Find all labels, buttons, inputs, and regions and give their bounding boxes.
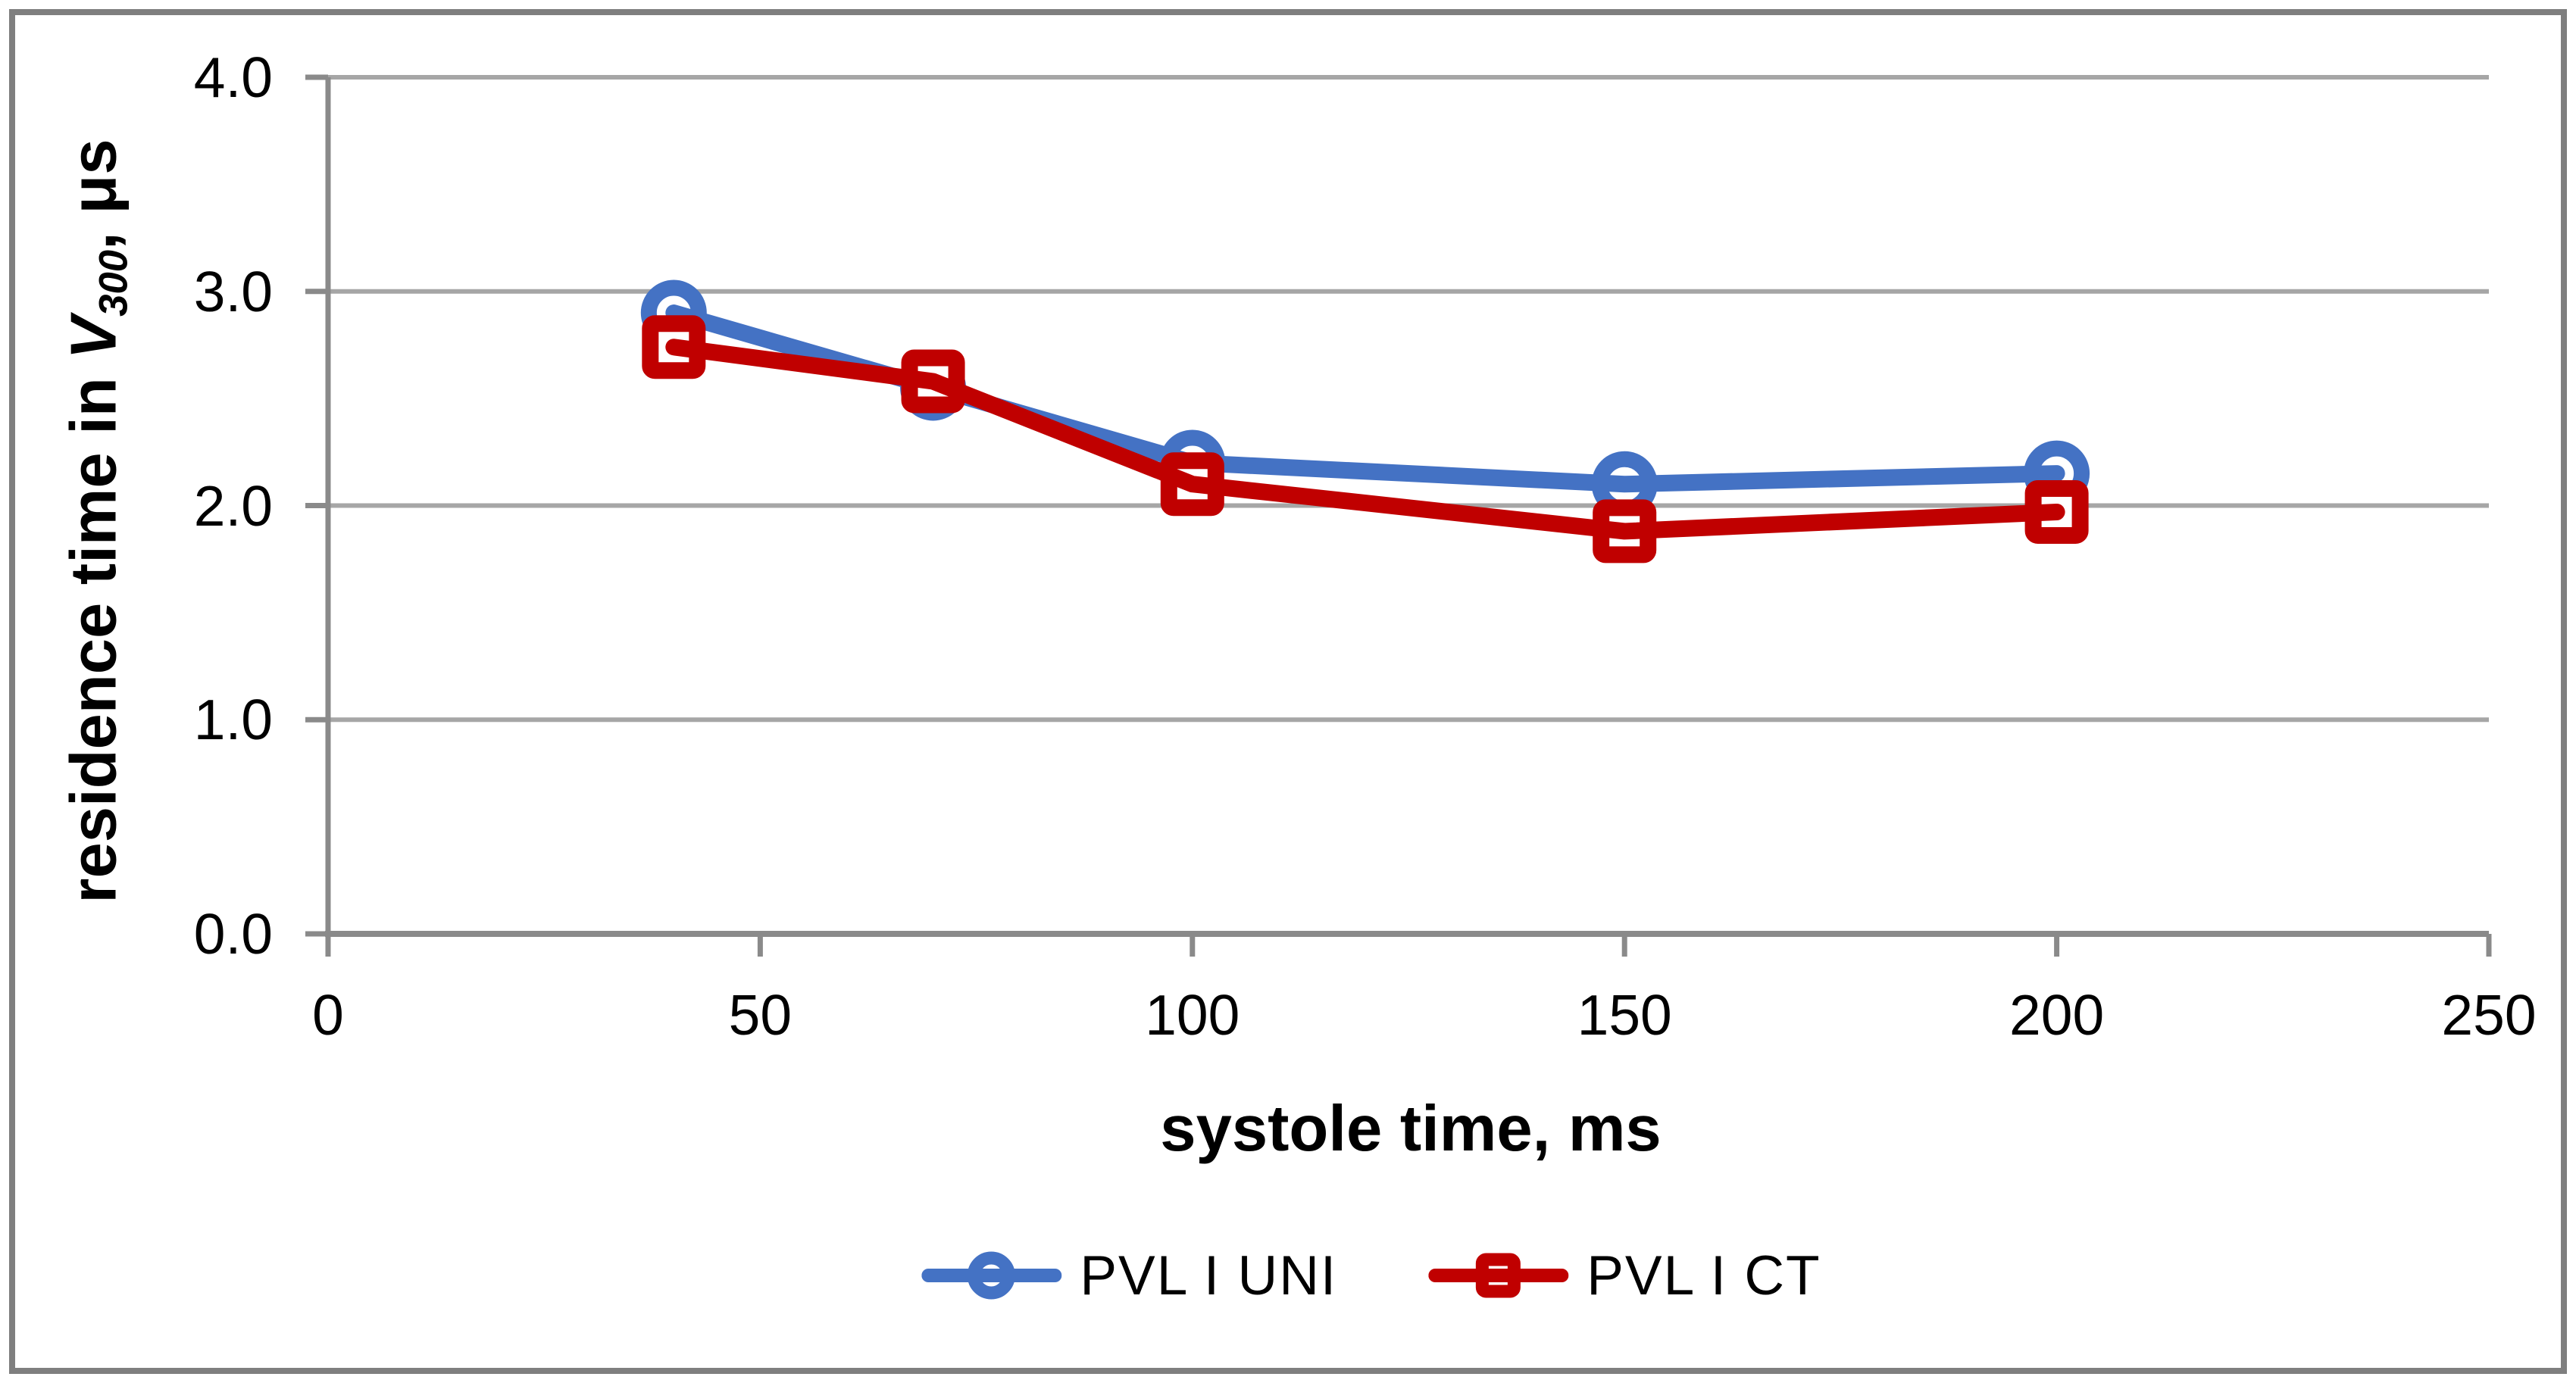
legend-label: PVL I UNI [1080, 1244, 1338, 1307]
legend-label: PVL I CT [1587, 1244, 1821, 1307]
y-axis-title-subscript: 300 [91, 249, 136, 317]
y-tick-label-1.0: 1.0 [193, 688, 273, 752]
x-tick-label-100: 100 [1145, 983, 1240, 1047]
legend: PVL I UNI PVL I CT [921, 1241, 1821, 1310]
series-line-pvl-i-uni [665, 304, 2065, 493]
chart-border-frame [9, 9, 2567, 1374]
y-axis-title-suffix: , μs [58, 139, 130, 250]
y-tick-label-2.0: 2.0 [193, 473, 273, 538]
series-line-pvl-i-ct [665, 339, 2065, 540]
x-tick-label-0: 0 [312, 983, 344, 1047]
y-tick-label-0.0: 0.0 [193, 902, 273, 966]
x-tick-label-50: 50 [728, 983, 792, 1047]
y-axis-title: residence time in V300, μs [58, 139, 137, 903]
legend-swatch-circle [921, 1251, 1062, 1300]
y-tick-label-3.0: 3.0 [193, 259, 273, 323]
x-tick-label-250: 250 [2441, 983, 2537, 1047]
y-axis-title-prefix: residence time in [58, 359, 130, 904]
y-tick-label-4.0: 4.0 [193, 45, 273, 109]
legend-item-pvl-i-uni: PVL I UNI [921, 1241, 1337, 1310]
y-axis-title-variable: V [58, 316, 130, 360]
x-tick-label-200: 200 [2009, 983, 2105, 1047]
legend-swatch-square [1428, 1253, 1569, 1298]
x-axis-title: systole time, ms [1160, 1093, 1662, 1165]
legend-item-pvl-i-ct: PVL I CT [1428, 1241, 1821, 1310]
x-tick-label-150: 150 [1577, 983, 1672, 1047]
